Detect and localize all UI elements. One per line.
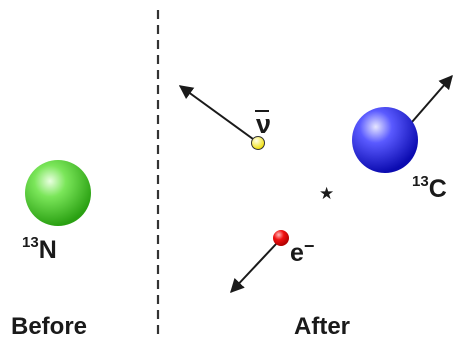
electron-momentum-arrow xyxy=(230,242,278,294)
carbon-recoil-arrow xyxy=(411,74,453,123)
carbon-symbol: C xyxy=(429,175,447,203)
nitrogen-symbol: N xyxy=(39,236,57,264)
nitrogen-13-nucleus xyxy=(25,160,91,226)
electron-label: e− xyxy=(290,236,314,267)
carbon-13-nucleus xyxy=(352,107,418,173)
before-caption: Before xyxy=(11,313,87,339)
electron-particle xyxy=(273,230,289,246)
carbon-13-label: 13C xyxy=(412,173,447,203)
nitrogen-13-label: 13N xyxy=(22,234,57,264)
antineutrino-label: ν xyxy=(256,109,271,139)
nitrogen-mass-number: 13 xyxy=(22,234,39,251)
decay-point-star: ★ xyxy=(319,184,334,204)
antineutrino-momentum-arrow xyxy=(178,85,254,140)
after-caption: After xyxy=(294,313,350,339)
electron-symbol: e xyxy=(290,239,304,267)
carbon-mass-number: 13 xyxy=(412,173,429,190)
antineutrino-particle xyxy=(251,136,265,150)
electron-charge: − xyxy=(304,236,315,256)
